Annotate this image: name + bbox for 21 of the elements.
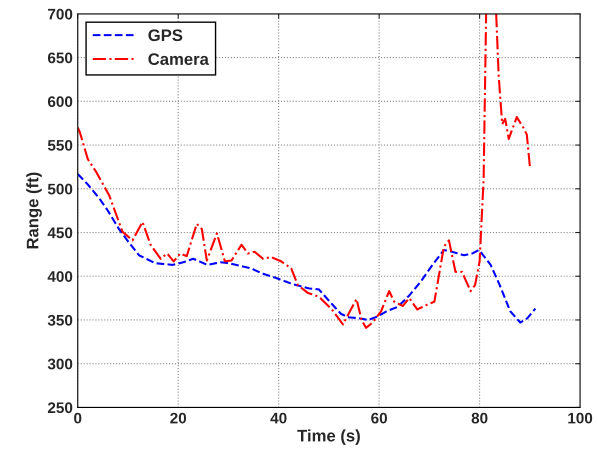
x-tick-label: 60 bbox=[371, 412, 388, 424]
x-tick-label: 100 bbox=[568, 412, 592, 424]
x-tick-label: 40 bbox=[270, 412, 287, 424]
y-tick-label: 500 bbox=[48, 184, 72, 194]
y-axis-title: Range (ft) bbox=[26, 172, 42, 248]
line-series bbox=[78, 172, 536, 324]
y-tick-label: 250 bbox=[48, 402, 72, 414]
y-tick-label: 300 bbox=[48, 358, 72, 370]
y-tick-label: 450 bbox=[48, 227, 72, 238]
y-tick-label: 600 bbox=[48, 96, 72, 108]
y-tick-label: 650 bbox=[48, 52, 72, 64]
legend-label: Camera bbox=[148, 53, 209, 65]
x-tick-label: 80 bbox=[472, 412, 488, 424]
x-tick-label: 20 bbox=[170, 412, 186, 424]
y-tick-label: 350 bbox=[48, 314, 72, 326]
y-tick-label: 550 bbox=[48, 140, 72, 151]
y-tick-label: 400 bbox=[48, 271, 72, 282]
legend-label: GPS bbox=[148, 29, 182, 42]
x-tick-label: 0 bbox=[74, 412, 82, 424]
x-axis-title: Time (s) bbox=[297, 429, 360, 445]
y-tick-label: 700 bbox=[48, 8, 72, 20]
